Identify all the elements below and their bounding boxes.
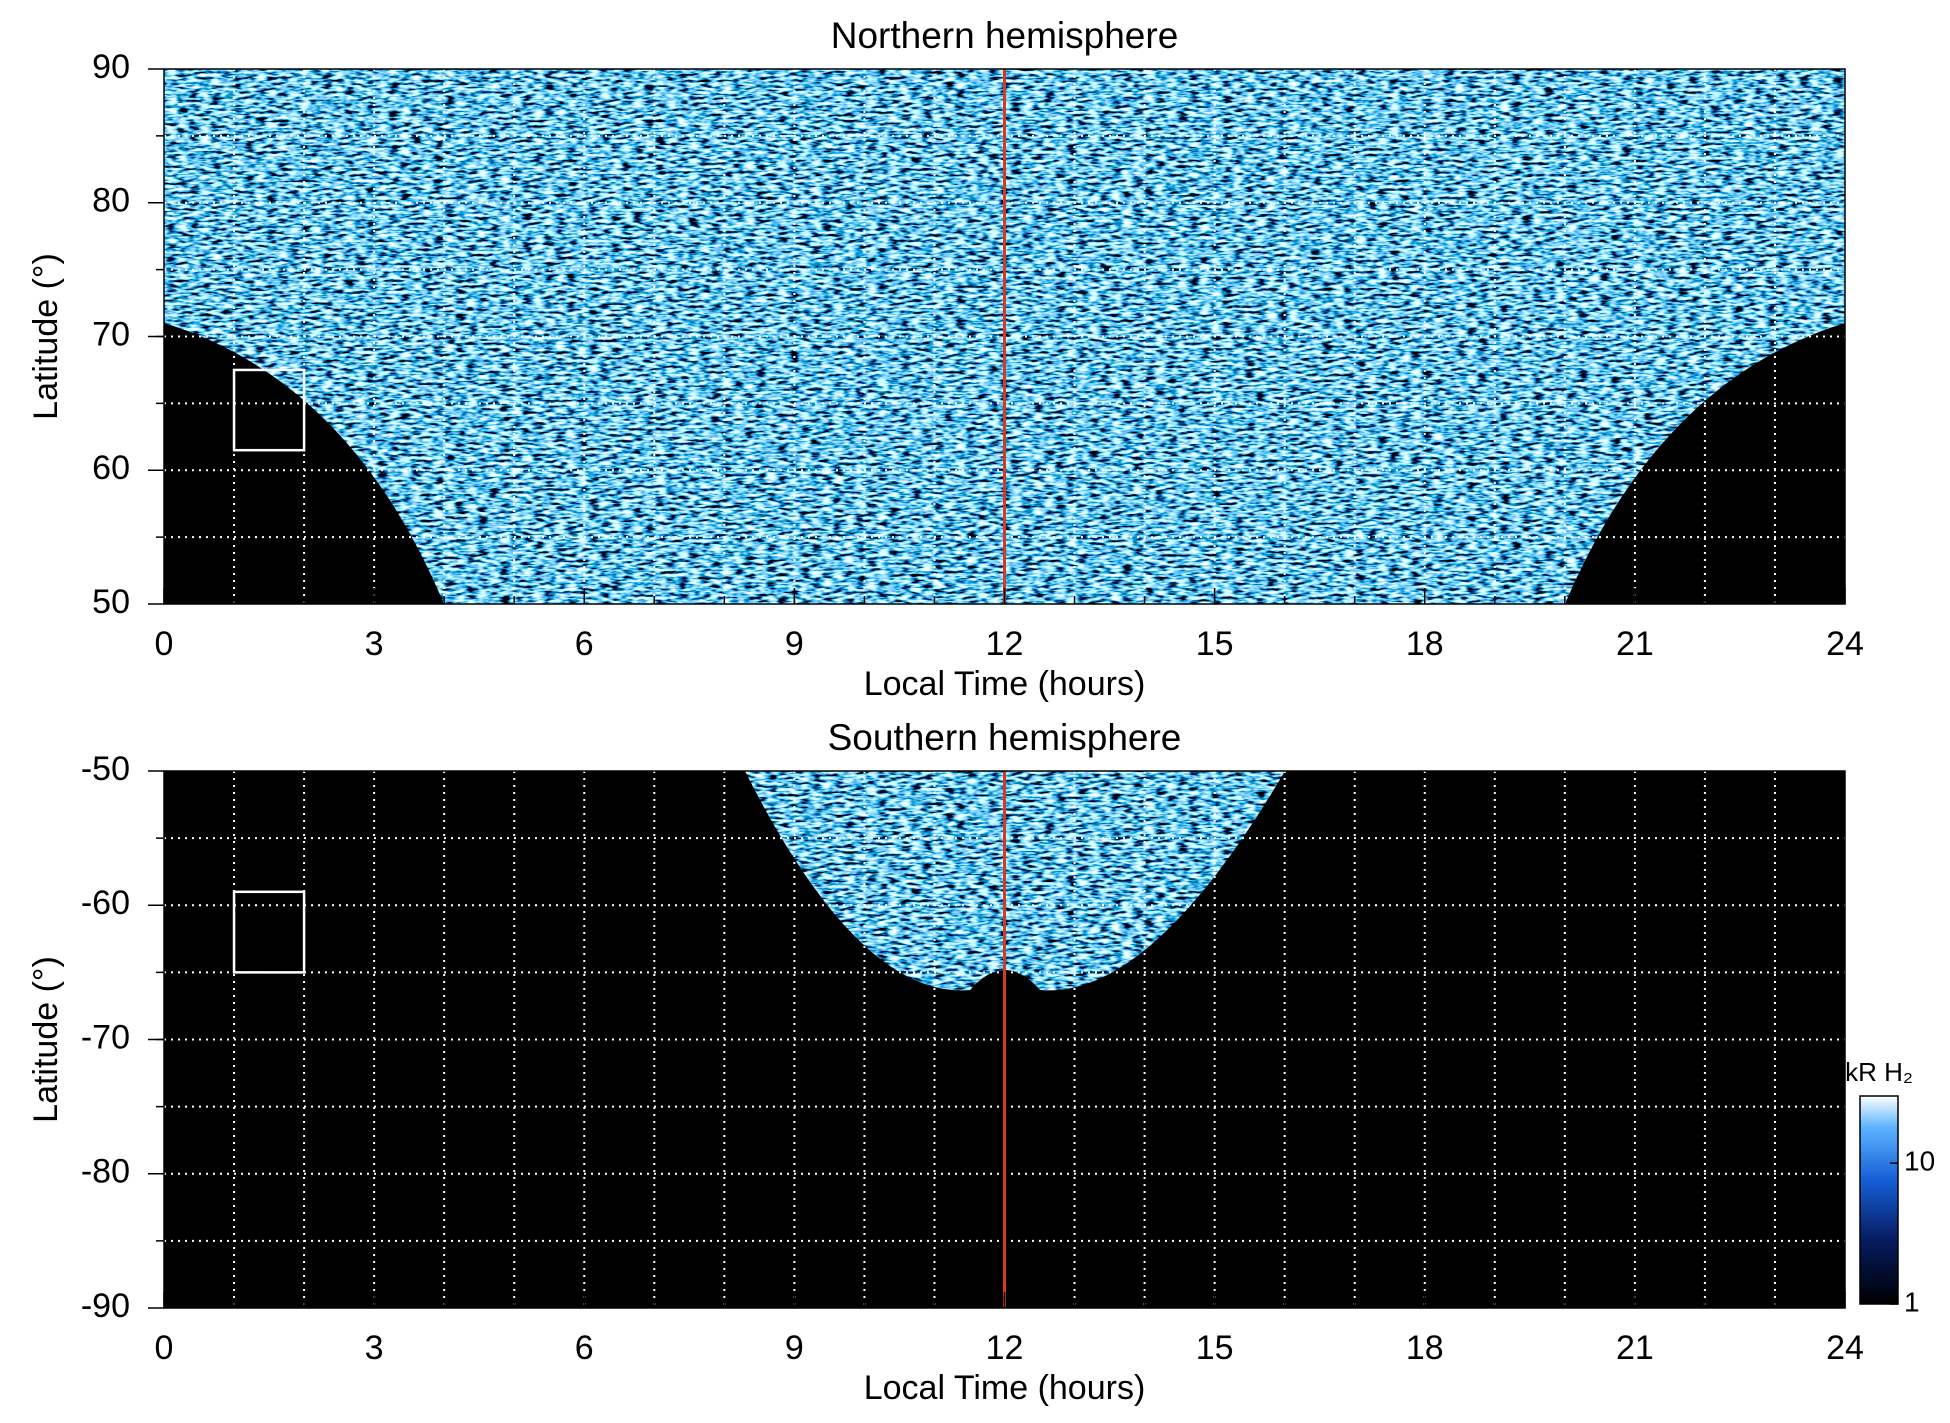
- x-tick-label: 24: [1826, 1329, 1864, 1367]
- y-tick-label: -50: [81, 750, 130, 788]
- y-tick-label: 60: [92, 449, 130, 487]
- x-tick-label: 0: [155, 1329, 174, 1367]
- x-tick-label: 18: [1406, 625, 1444, 663]
- x-tick-label: 0: [155, 625, 174, 663]
- x-tick-label: 24: [1826, 625, 1864, 663]
- x-axis-label: Local Time (hours): [864, 665, 1146, 703]
- x-tick-label: 21: [1616, 1329, 1654, 1367]
- y-axis-label: Latitude (°): [27, 956, 65, 1123]
- x-tick-label: 3: [365, 1329, 384, 1367]
- x-tick-label: 9: [785, 1329, 804, 1367]
- region-box: [232, 368, 306, 452]
- y-tick-label: -60: [81, 884, 130, 922]
- x-tick-label: 6: [575, 625, 594, 663]
- x-tick-label: 15: [1196, 1329, 1234, 1367]
- y-tick-label: 50: [92, 583, 130, 621]
- y-tick-label: -90: [81, 1287, 130, 1325]
- y-tick-label: 70: [92, 315, 130, 353]
- colorbar: [1859, 1095, 1899, 1305]
- colorbar-tick-label: 10: [1904, 1146, 1935, 1177]
- colorbar-label: kR H₂: [1845, 1057, 1913, 1087]
- x-axis-label: Local Time (hours): [864, 1369, 1146, 1407]
- chart-title: Northern hemisphere: [831, 15, 1179, 56]
- x-tick-label: 21: [1616, 625, 1654, 663]
- x-tick-label: 12: [986, 625, 1024, 663]
- x-tick-label: 18: [1406, 1329, 1444, 1367]
- x-tick-label: 15: [1196, 625, 1234, 663]
- colorbar-tick-label: 1: [1904, 1286, 1920, 1317]
- x-tick-label: 9: [785, 625, 804, 663]
- y-tick-label: -80: [81, 1153, 130, 1191]
- y-tick-label: 90: [92, 48, 130, 86]
- x-tick-label: 3: [365, 625, 384, 663]
- x-tick-label: 12: [986, 1329, 1024, 1367]
- chart-title: Southern hemisphere: [828, 717, 1182, 758]
- y-axis-label: Latitude (°): [27, 253, 65, 420]
- y-tick-label: 80: [92, 182, 130, 220]
- y-tick-label: -70: [81, 1018, 130, 1056]
- region-box: [232, 890, 306, 974]
- x-tick-label: 6: [575, 1329, 594, 1367]
